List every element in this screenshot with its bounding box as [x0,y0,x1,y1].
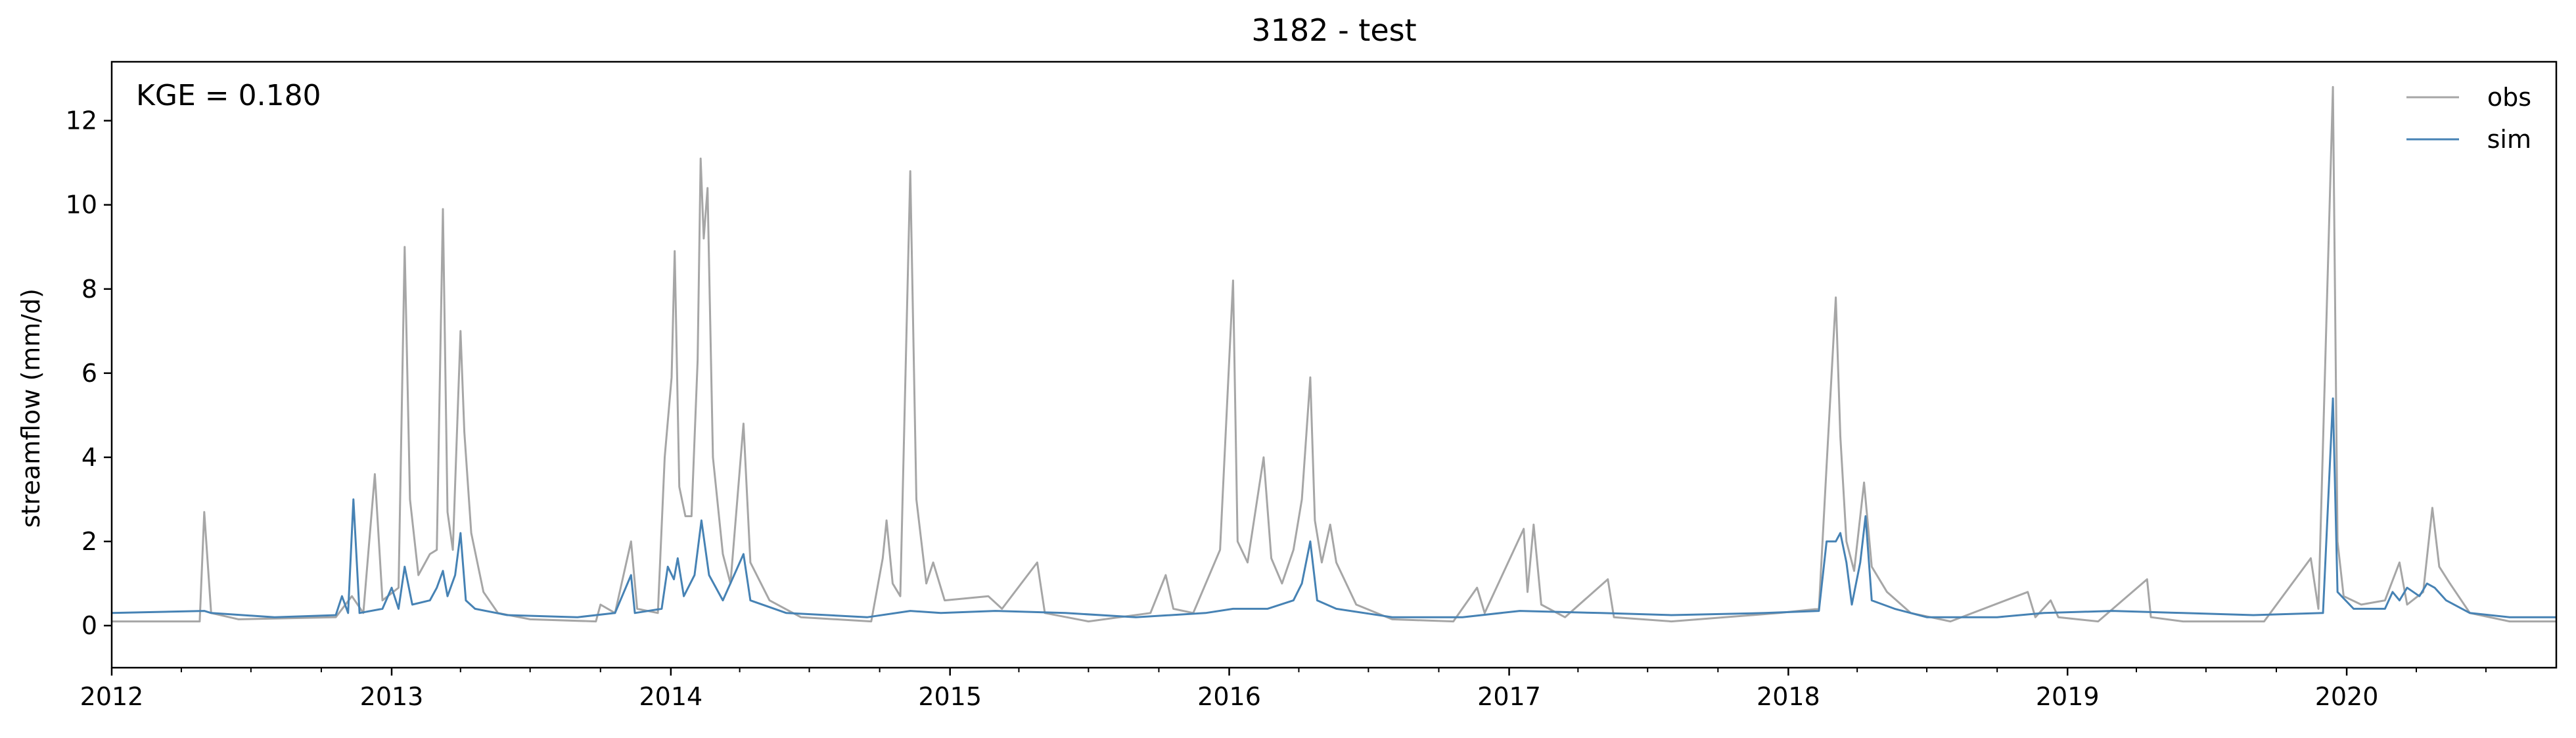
y-tick-label: 12 [66,106,97,135]
x-axis-ticks: 2012 2013 2014 2015 2016 2017 2018 2019 2020 [80,668,2487,711]
y-axis-ticks: 0 2 4 6 8 10 12 [66,106,112,640]
x-tick-label: 2012 [80,682,144,711]
x-tick-label: 2013 [360,682,424,711]
y-tick-label: 10 [66,191,97,219]
series-line-obs [112,85,2556,623]
series-layer [112,85,2556,623]
y-tick-label: 2 [81,527,97,556]
chart-title: 3182 - test [1251,12,1416,48]
kge-annotation: KGE = 0.180 [136,79,321,112]
y-tick-label: 4 [81,443,97,472]
plot-frame [110,60,2558,669]
legend-label-obs: obs [2487,83,2531,112]
y-tick-label: 6 [81,359,97,388]
x-tick-label: 2014 [639,682,702,711]
series-line-sim [112,397,2556,618]
x-tick-label: 2017 [1477,682,1541,711]
legend: obs sim [2406,83,2531,154]
x-tick-label: 2015 [918,682,982,711]
y-tick-label: 0 [81,611,97,640]
x-tick-label: 2020 [2315,682,2379,711]
y-tick-label: 8 [81,275,97,304]
x-tick-label: 2018 [1757,682,1820,711]
x-tick-label: 2016 [1197,682,1261,711]
legend-label-sim: sim [2487,125,2531,154]
x-tick-label: 2019 [2036,682,2100,711]
y-axis-label: streamflow (mm/d) [16,288,45,528]
